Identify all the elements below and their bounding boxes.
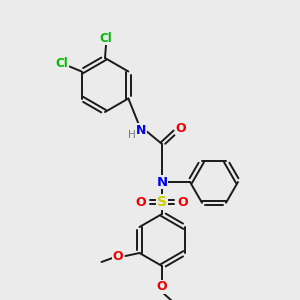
- Text: O: O: [157, 280, 167, 293]
- Text: Cl: Cl: [55, 57, 68, 70]
- Text: N: N: [156, 176, 168, 188]
- Text: O: O: [112, 250, 123, 263]
- Text: S: S: [157, 195, 167, 209]
- Text: O: O: [176, 122, 186, 134]
- Text: N: N: [136, 124, 146, 136]
- Text: Cl: Cl: [100, 32, 112, 44]
- Text: O: O: [178, 196, 188, 208]
- Text: H: H: [128, 130, 136, 140]
- Text: O: O: [136, 196, 146, 208]
